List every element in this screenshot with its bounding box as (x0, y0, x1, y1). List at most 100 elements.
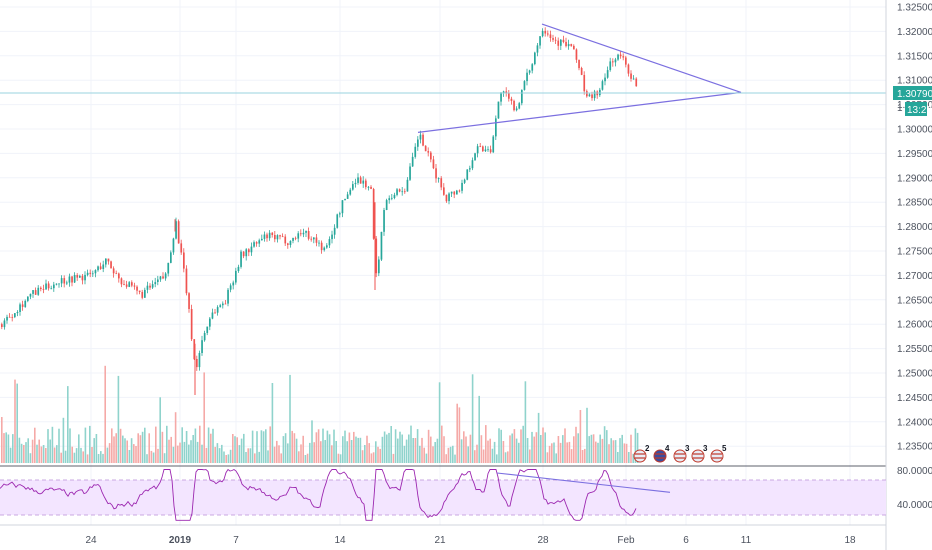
price-tick-label: 1.26500 (897, 295, 932, 306)
candle-body (261, 238, 263, 241)
volume-bar (460, 439, 463, 463)
volume-bar (348, 432, 351, 463)
candle-body (154, 282, 157, 285)
volume-bar (584, 448, 586, 463)
volume-bar (317, 429, 320, 463)
rsi-trendline[interactable] (496, 472, 671, 493)
trendlines[interactable] (417, 23, 742, 133)
volume-bar (414, 438, 417, 463)
volume-bar (199, 425, 201, 463)
candle-body (487, 149, 489, 151)
time-tick-label: Feb (617, 535, 635, 546)
volume-bar (93, 438, 95, 463)
candle-body (440, 178, 443, 188)
trendline-lower[interactable] (417, 91, 742, 133)
candle-body (619, 54, 622, 57)
countdown-value: 13:27 (907, 105, 932, 116)
volume-bar (480, 435, 483, 463)
candle-body (385, 200, 388, 210)
volume-bar (170, 436, 172, 463)
candle-body (625, 57, 627, 65)
candle-body (102, 264, 105, 269)
trendline-upper[interactable] (541, 23, 742, 93)
candle-body (146, 285, 149, 290)
volume-bar (9, 447, 12, 463)
candle-body (604, 77, 606, 82)
candle-body (367, 186, 370, 188)
event-marker[interactable]: 5 (710, 444, 727, 463)
candle-body (391, 197, 393, 199)
candle-body (68, 276, 71, 283)
candle-body (552, 38, 554, 40)
volume-bar (366, 435, 368, 463)
candle-body (227, 289, 229, 304)
volume-bar (82, 451, 84, 463)
candle-body (162, 276, 164, 279)
volume-bar (511, 433, 513, 463)
volume-bar (357, 437, 359, 463)
candle-body (37, 287, 40, 295)
candle-body (466, 169, 469, 180)
candle-body (612, 61, 614, 63)
volume-bar (606, 430, 608, 463)
candle-body (118, 273, 120, 279)
candle-body (443, 187, 445, 195)
candle-body (404, 191, 406, 193)
volume-bar (449, 446, 452, 463)
volume-bar (240, 438, 243, 463)
volume-bar (579, 410, 582, 463)
volume-bar (427, 429, 430, 463)
volume-bar (155, 426, 157, 463)
candle-body (500, 93, 502, 102)
candle-body (112, 268, 115, 274)
candle-body (352, 184, 354, 190)
price-candles[interactable] (1, 27, 638, 395)
volume-bar (309, 442, 311, 463)
volume-bar (124, 438, 126, 463)
candle-body (419, 134, 422, 140)
candle-body (47, 283, 50, 289)
time-axis[interactable]: 24 2019 7 14 21 28 Feb 6 11 18 (85, 535, 856, 546)
candle-body (383, 210, 385, 232)
volume-bar (447, 447, 450, 463)
volume-bar (23, 445, 25, 463)
event-marker[interactable]: 3 (691, 444, 708, 463)
price-tick-label: 1.25000 (897, 369, 932, 380)
candle-body (359, 177, 362, 184)
candle-body (497, 101, 500, 119)
volume-bar (518, 442, 520, 463)
candle-body (557, 40, 560, 46)
volume-bar (254, 453, 256, 463)
volume-bar (322, 428, 324, 463)
candle-body (229, 285, 232, 290)
volume-bar (614, 440, 617, 463)
candle-body (175, 221, 177, 239)
volume-bar (590, 434, 593, 463)
candle-body (315, 237, 318, 243)
candle-body (534, 52, 536, 65)
event-marker[interactable]: 4 (653, 444, 670, 463)
volume-bar (36, 444, 38, 463)
volume-bar (192, 435, 194, 463)
rsi-indicator (0, 468, 671, 521)
candle-body (157, 279, 159, 282)
candle-body (396, 189, 398, 195)
volume-bar (568, 441, 571, 463)
candle-body (435, 168, 437, 179)
economic-events[interactable]: 2 4 3 3 5 (633, 444, 727, 463)
candle-body (573, 45, 575, 50)
volume-bar (284, 433, 287, 463)
event-marker[interactable]: 2 (633, 444, 650, 463)
event-marker[interactable]: 3 (673, 444, 690, 463)
volume-bar (603, 426, 606, 463)
candle-body (219, 305, 222, 308)
candle-body (297, 233, 300, 239)
rsi-tick-label: 80.0000 (897, 466, 932, 477)
candle-body (216, 307, 219, 313)
candle-body (450, 191, 453, 194)
volume-bar (315, 432, 318, 463)
candle-body (445, 194, 448, 202)
candle-body (235, 270, 237, 283)
price-tick-label: 1.25500 (897, 344, 932, 355)
